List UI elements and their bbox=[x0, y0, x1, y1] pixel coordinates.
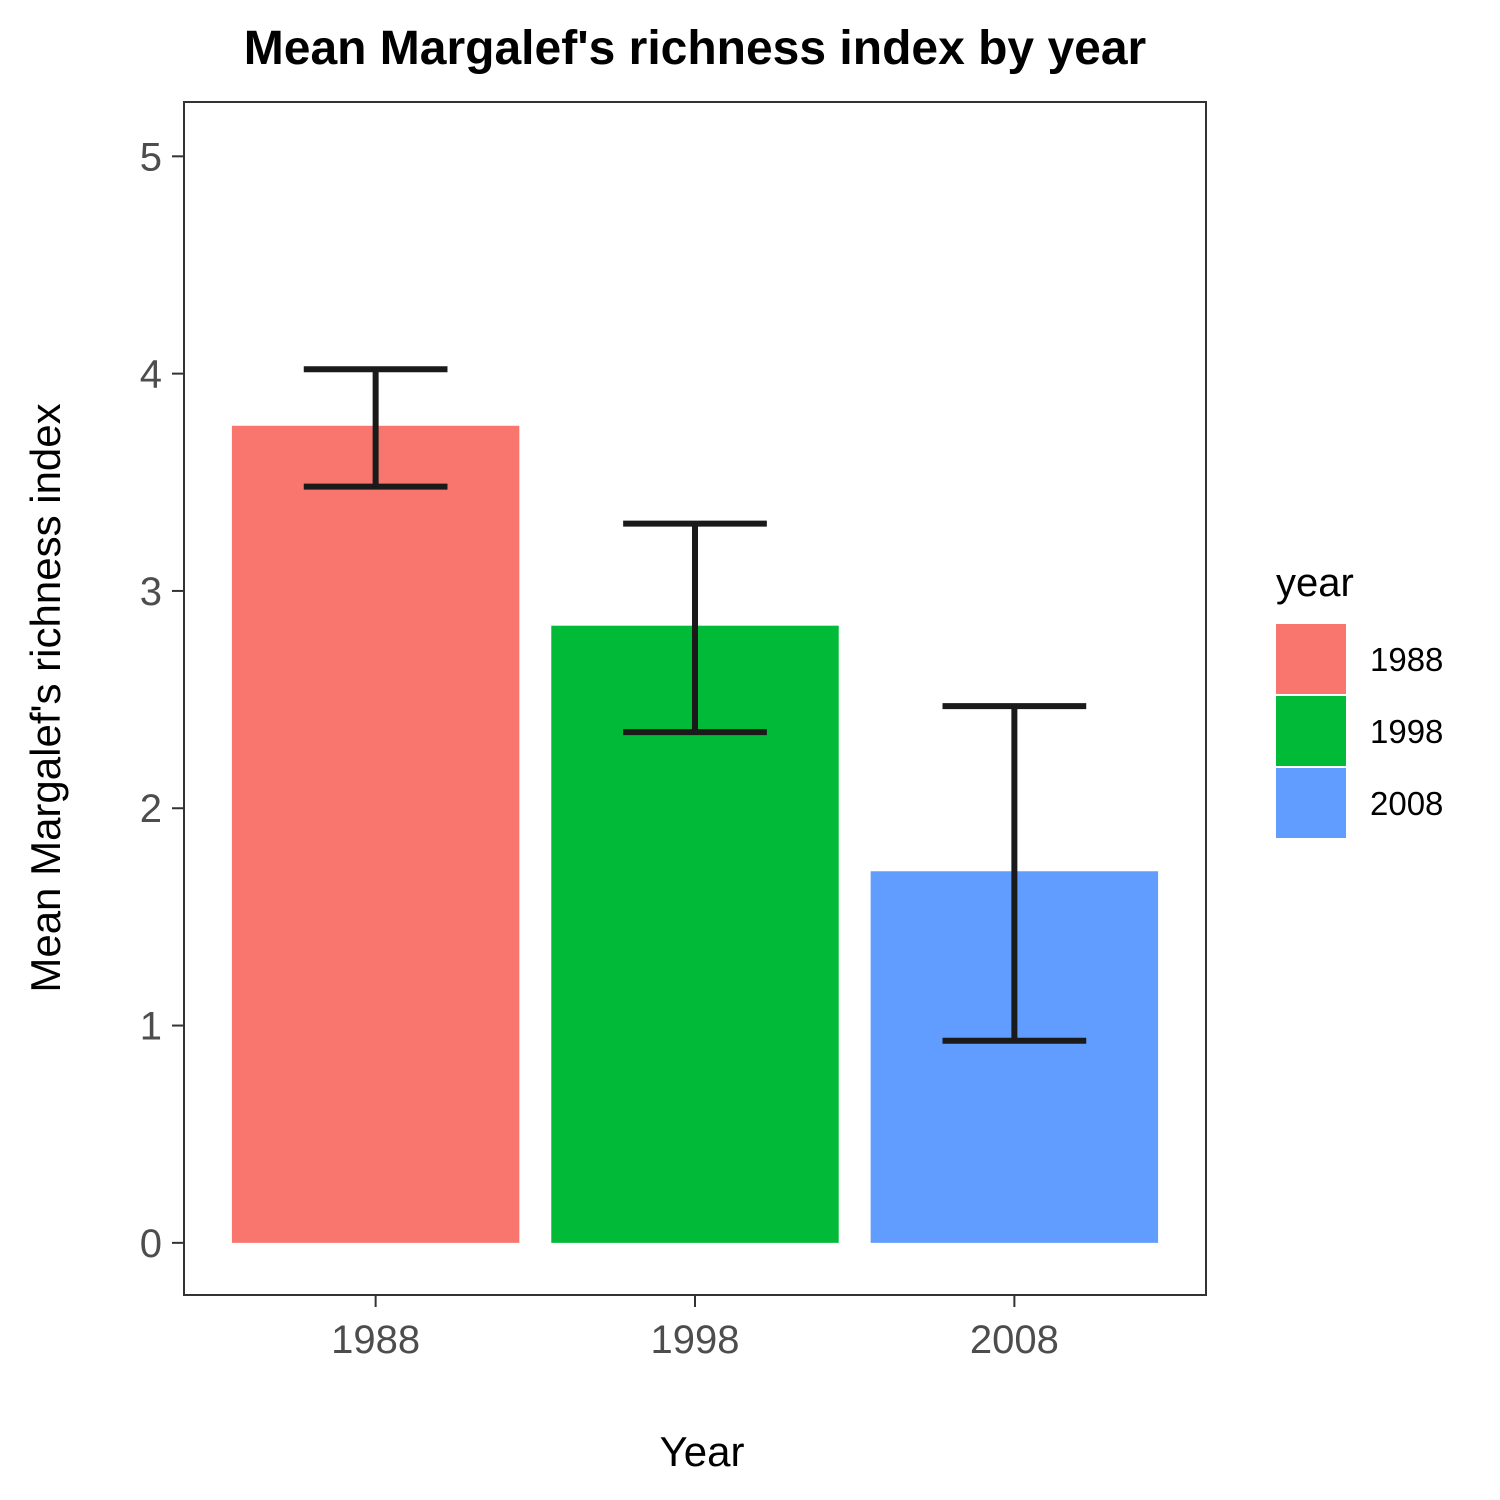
legend-key-1988 bbox=[1276, 624, 1346, 694]
error-bar-1998 bbox=[623, 520, 767, 736]
chart-title: Mean Margalef's richness index by year bbox=[244, 22, 1146, 75]
y-tick-label: 0 bbox=[140, 1222, 162, 1266]
x-tick-label: 1998 bbox=[651, 1318, 740, 1362]
x-tick-label: 1988 bbox=[331, 1318, 420, 1362]
y-tick-label: 4 bbox=[140, 353, 162, 397]
x-axis: 1988 1998 2008 bbox=[331, 1295, 1059, 1362]
y-tick-label: 1 bbox=[140, 1005, 162, 1049]
legend: year 1988 1998 2008 bbox=[1276, 561, 1443, 838]
bar-1988 bbox=[231, 425, 520, 1243]
legend-label: 1988 bbox=[1370, 641, 1443, 678]
legend-label: 2008 bbox=[1370, 785, 1443, 822]
y-tick-label: 2 bbox=[140, 787, 162, 831]
error-bars bbox=[303, 366, 1087, 1044]
y-tick-label: 5 bbox=[140, 135, 162, 179]
y-axis-title: Mean Margalef's richness index bbox=[22, 403, 69, 992]
legend-title: year bbox=[1276, 561, 1354, 605]
x-tick-label: 2008 bbox=[970, 1318, 1059, 1362]
legend-label: 1998 bbox=[1370, 713, 1443, 750]
error-bar-2008 bbox=[942, 703, 1087, 1044]
legend-key-2008 bbox=[1276, 768, 1346, 838]
error-bar-1988 bbox=[303, 366, 448, 490]
legend-key-1998 bbox=[1276, 696, 1346, 766]
x-axis-title: Year bbox=[660, 1428, 745, 1475]
y-tick-label: 3 bbox=[140, 570, 162, 614]
y-axis: 0 1 2 3 4 5 bbox=[140, 135, 184, 1266]
